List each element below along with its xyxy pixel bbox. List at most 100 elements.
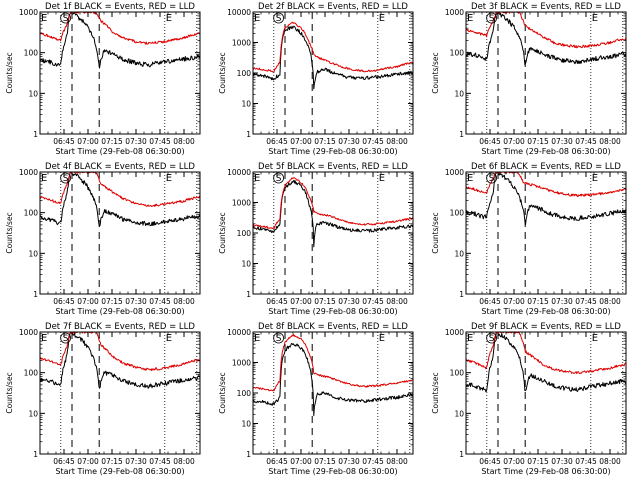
x-tick-label: 07:30 <box>338 137 360 146</box>
x-tick-label: 06:45 <box>479 137 501 146</box>
x-tick-label: 07:30 <box>125 137 147 146</box>
x-tick-label: 07:15 <box>314 137 336 146</box>
annotation-e-left: E <box>254 173 260 184</box>
y-axis-label: Counts/sec <box>5 372 14 413</box>
x-tick-label: 06:45 <box>53 137 75 146</box>
x-tick-label: 08:00 <box>173 137 195 146</box>
y-tick-label: 1 <box>33 450 38 459</box>
x-tick-label: 07:45 <box>149 137 171 146</box>
chart-panel: Det 7f BLACK = Events, RED = LLD 1 10 100 10… <box>5 322 201 476</box>
annotation-e-right: E <box>592 173 598 184</box>
y-tick-label: 100 <box>24 209 39 218</box>
y-tick-label: 10 <box>241 260 251 269</box>
x-tick-label: 07:15 <box>527 457 549 466</box>
x-tick-label: 07:00 <box>77 137 99 146</box>
annotation-e-right: E <box>592 333 598 344</box>
x-tick-label: 06:45 <box>266 457 288 466</box>
y-tick-label: 1000 <box>445 328 464 337</box>
y-axis-label: Counts/sec <box>218 372 227 413</box>
events-series-line <box>465 331 627 393</box>
annotation-e-left: E <box>467 333 473 344</box>
chart-panel: Det 5f BLACK = Events, RED = LLD 1 10 100 10… <box>218 162 414 316</box>
y-tick-label: 1000 <box>445 168 464 177</box>
y-tick-label: 100 <box>237 229 252 238</box>
x-axis-label: Start Time (29-Feb-08 06:30:00) <box>268 147 397 156</box>
x-tick-label: 07:45 <box>149 297 171 306</box>
x-tick-label: 06:45 <box>479 297 501 306</box>
x-tick-label: 07:15 <box>101 297 123 306</box>
y-tick-label: 10000 <box>227 168 251 177</box>
x-axis-label: Start Time (29-Feb-08 06:30:00) <box>481 307 610 316</box>
y-tick-label: 1000 <box>232 39 251 48</box>
annotation-circle <box>273 12 285 24</box>
y-tick-label: 10 <box>454 89 464 98</box>
y-tick-label: 1 <box>246 290 251 299</box>
y-tick-label: 10 <box>241 420 251 429</box>
chart-panel: Det 8f BLACK = Events, RED = LLD 1 10 100 10… <box>218 322 414 476</box>
x-tick-label: 07:30 <box>125 457 147 466</box>
annotation-e-left: E <box>254 13 260 24</box>
chart-panel: Det 4f BLACK = Events, RED = LLD 1 10 100 10… <box>5 162 201 316</box>
x-tick-label: 07:15 <box>314 457 336 466</box>
x-tick-label: 07:45 <box>362 137 384 146</box>
x-tick-label: 07:15 <box>527 137 549 146</box>
y-tick-label: 1 <box>246 130 251 139</box>
events-series-line <box>39 11 201 69</box>
x-tick-label: 07:45 <box>575 457 597 466</box>
lld-series-line <box>465 331 627 375</box>
annotation-e-right: E <box>166 333 172 344</box>
annotation-s: S <box>489 174 495 184</box>
chart-title: Det 7f BLACK = Events, RED = LLD <box>45 322 195 332</box>
y-tick-label: 100 <box>24 369 39 378</box>
lld-series-line <box>39 331 201 371</box>
x-tick-label: 06:45 <box>479 457 501 466</box>
annotation-e-right: E <box>379 333 385 344</box>
annotation-circle <box>60 172 71 184</box>
x-tick-label: 07:00 <box>290 137 312 146</box>
y-tick-label: 10 <box>28 89 38 98</box>
y-tick-label: 10 <box>241 100 251 109</box>
lld-series-line <box>39 171 201 207</box>
y-axis-label: Counts/sec <box>431 52 440 93</box>
annotation-circle <box>486 172 498 184</box>
x-tick-label: 07:00 <box>503 297 525 306</box>
y-tick-label: 10000 <box>227 8 251 17</box>
chart-panel: Det 1f BLACK = Events, RED = LLD 1 10 100 10… <box>5 2 201 156</box>
annotation-s: S <box>63 14 69 24</box>
events-series-line <box>39 332 201 389</box>
annotation-e-left: E <box>254 333 260 344</box>
annotation-e-right: E <box>166 173 172 184</box>
annotation-circle <box>273 332 285 344</box>
chart-title: Det 1f BLACK = Events, RED = LLD <box>45 2 195 12</box>
plot-frame <box>252 171 414 295</box>
x-tick-label: 08:00 <box>386 457 408 466</box>
y-tick-label: 1000 <box>232 199 251 208</box>
lld-series-line <box>40 11 201 45</box>
x-tick-label: 06:45 <box>53 297 75 306</box>
x-tick-label: 07:30 <box>338 457 360 466</box>
annotation-s: S <box>276 174 282 184</box>
annotation-circle <box>486 332 498 344</box>
x-axis-label: Start Time (29-Feb-08 06:30:00) <box>268 307 397 316</box>
y-tick-label: 100 <box>24 49 39 58</box>
annotation-e-left: E <box>467 173 473 184</box>
y-tick-label: 1 <box>246 450 251 459</box>
y-tick-label: 10 <box>454 249 464 258</box>
chart-title: Det 6f BLACK = Events, RED = LLD <box>471 162 621 172</box>
x-tick-label: 07:00 <box>77 297 99 306</box>
x-tick-label: 07:15 <box>527 297 549 306</box>
y-tick-label: 100 <box>237 389 252 398</box>
x-axis-label: Start Time (29-Feb-08 06:30:00) <box>55 307 184 316</box>
annotation-e-left: E <box>41 333 47 344</box>
annotation-circle <box>273 172 285 184</box>
x-tick-label: 08:00 <box>599 457 621 466</box>
x-tick-label: 08:00 <box>599 297 621 306</box>
y-axis-label: Counts/sec <box>431 372 440 413</box>
annotation-e-left: E <box>41 13 47 24</box>
x-tick-label: 07:45 <box>149 457 171 466</box>
plot-frame <box>252 331 414 455</box>
x-tick-label: 07:30 <box>338 297 360 306</box>
y-axis-label: Counts/sec <box>218 212 227 253</box>
annotation-circle <box>60 332 71 344</box>
annotation-e-right: E <box>379 13 385 24</box>
